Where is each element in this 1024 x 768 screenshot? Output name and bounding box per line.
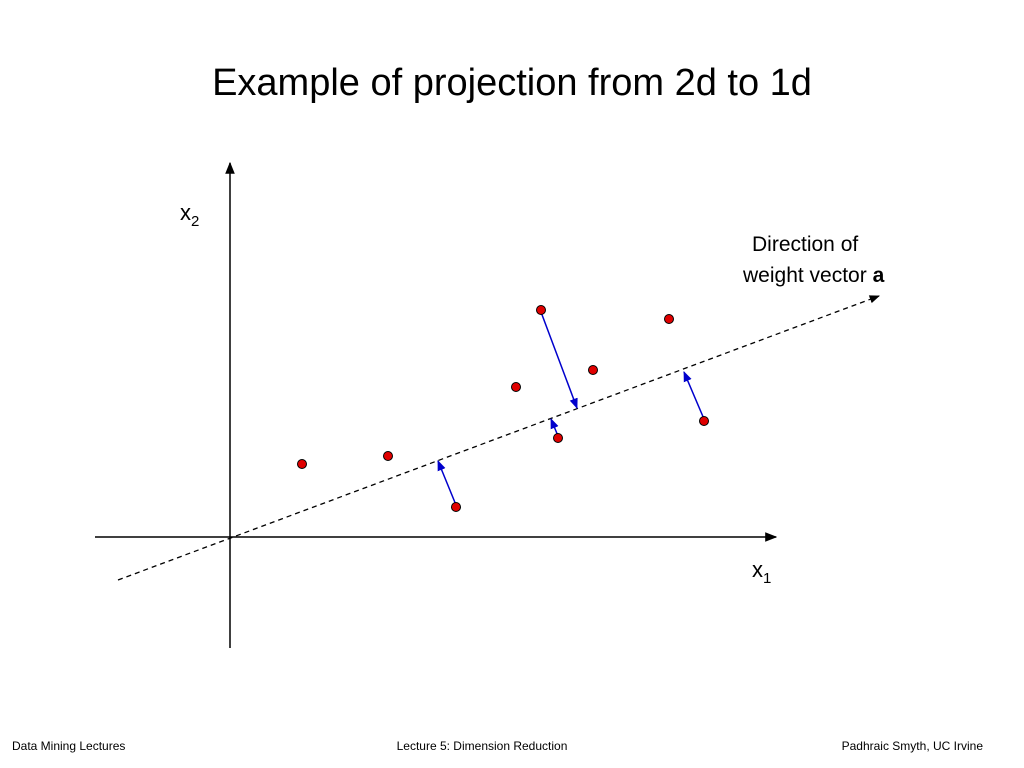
footer-left: Data Mining Lectures xyxy=(12,739,125,753)
point xyxy=(383,451,393,461)
point xyxy=(451,502,461,512)
point xyxy=(536,305,546,315)
point xyxy=(553,433,563,443)
points xyxy=(297,305,709,512)
point xyxy=(297,459,307,469)
annotation-bold: a xyxy=(873,264,885,287)
point xyxy=(664,314,674,324)
x2-base: x xyxy=(180,200,191,225)
projections xyxy=(437,311,705,506)
direction-line xyxy=(117,295,880,581)
x1-label: x1 xyxy=(752,557,771,587)
footer-center: Lecture 5: Dimension Reduction xyxy=(397,739,568,753)
point xyxy=(699,416,709,426)
annotation-text: weight vector xyxy=(742,264,873,287)
projection-arrow xyxy=(437,460,457,506)
x1-sub: 1 xyxy=(763,570,771,587)
x1-base: x xyxy=(752,557,763,582)
footer-right: Padhraic Smyth, UC Irvine xyxy=(842,739,984,753)
x2-sub: 2 xyxy=(191,213,199,230)
projection-arrow xyxy=(683,371,705,420)
title: Example of projection from 2d to 1d xyxy=(212,62,812,104)
annotation-line1: Direction of xyxy=(752,233,858,256)
x2-label: x2 xyxy=(180,200,199,230)
annotation-line2: weight vector a xyxy=(742,264,885,287)
point xyxy=(588,365,598,375)
projection-arrow xyxy=(540,311,578,409)
point xyxy=(511,382,521,392)
